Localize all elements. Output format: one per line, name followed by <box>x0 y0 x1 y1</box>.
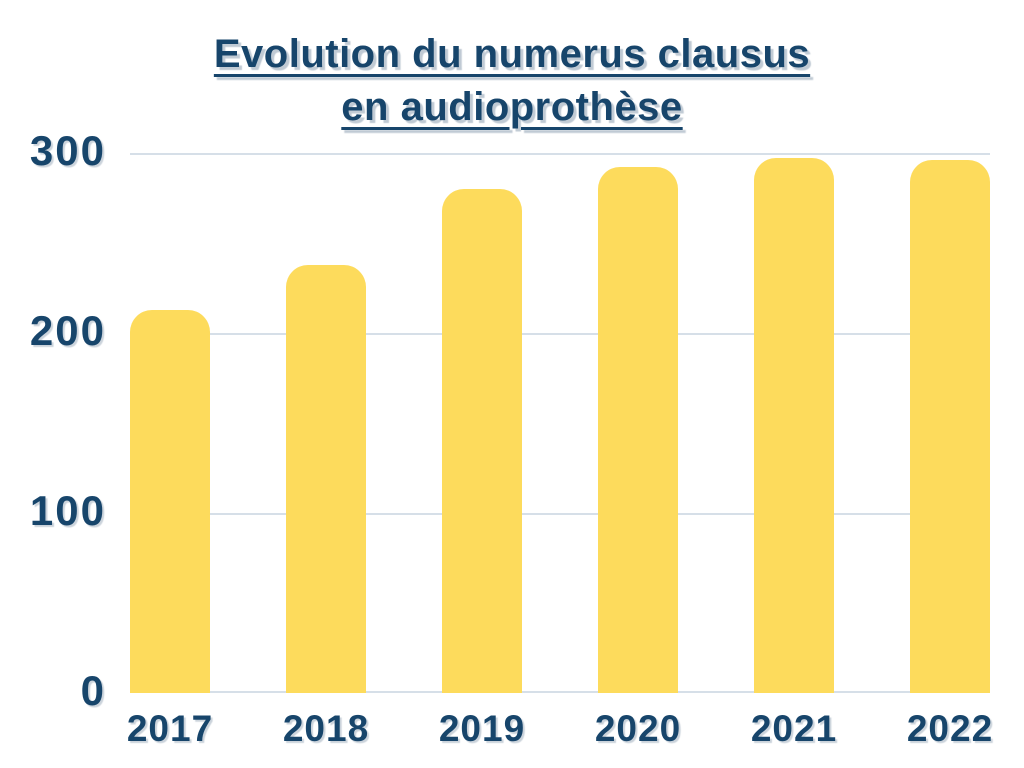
gridline-100 <box>130 513 990 515</box>
y-axis-tick-label-0: 0 <box>80 667 106 715</box>
bar-2019 <box>442 189 522 693</box>
x-axis-label-2020: 2020 <box>594 708 682 749</box>
x-axis-label-2017: 2017 <box>126 708 214 749</box>
y-axis-tick-label-100: 100 <box>29 487 106 535</box>
gridline-0 <box>130 691 990 693</box>
bar-2017 <box>130 309 210 693</box>
x-axis-label-2018: 2018 <box>282 708 370 749</box>
x-axis: 2017 2018 2019 2020 2021 2022 <box>126 702 994 762</box>
plot-area <box>130 153 990 693</box>
x-axis-label-2021: 2021 <box>750 708 838 749</box>
y-axis-tick-label-200: 200 <box>29 307 106 355</box>
x-axis-label-2022: 2022 <box>906 708 994 749</box>
chart-title-line2: en audioprothèse <box>341 85 683 129</box>
gridline-300 <box>130 153 990 155</box>
bar-2022 <box>910 160 990 693</box>
bar-2021 <box>754 158 834 693</box>
bar-2018 <box>286 264 366 693</box>
x-axis-label-2019: 2019 <box>438 708 526 749</box>
y-axis-tick-label-300: 300 <box>29 127 106 175</box>
bar-2020 <box>598 167 678 693</box>
gridline-200 <box>130 333 990 335</box>
chart-title-line1: Evolution du numerus clausus <box>213 32 811 76</box>
chart-title: Evolution du numerus clausus en audiopro… <box>0 28 1024 134</box>
y-axis: 0 100 200 300 <box>0 127 106 714</box>
